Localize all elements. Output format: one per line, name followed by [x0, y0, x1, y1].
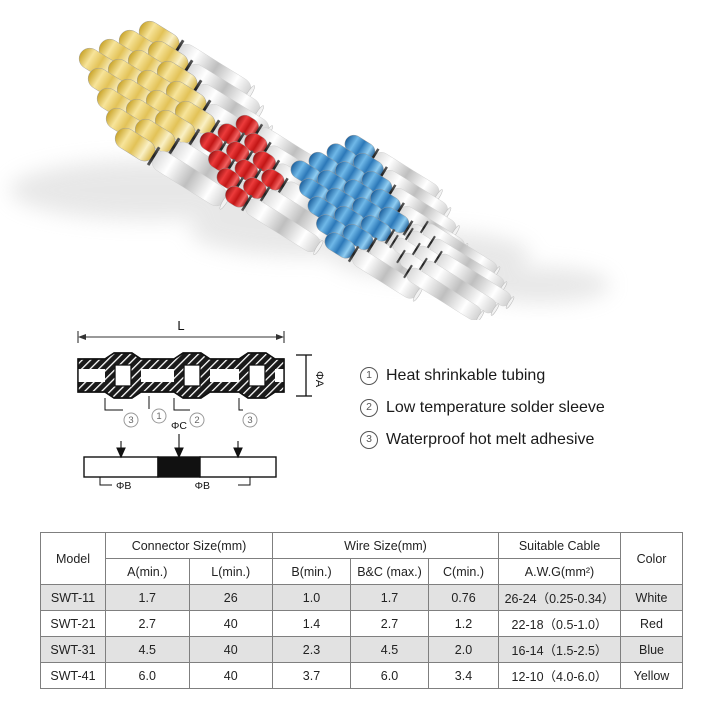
- svg-text:ΦB: ΦB: [195, 480, 210, 492]
- svg-text:ΦB: ΦB: [116, 480, 131, 492]
- svg-text:2: 2: [194, 415, 199, 426]
- svg-text:3: 3: [128, 415, 133, 426]
- svg-text:3: 3: [247, 415, 252, 426]
- svg-text:ΦC: ΦC: [171, 420, 187, 432]
- svg-text:L: L: [177, 318, 184, 333]
- svg-text:1: 1: [156, 411, 161, 422]
- svg-text:ΦA: ΦA: [313, 371, 325, 388]
